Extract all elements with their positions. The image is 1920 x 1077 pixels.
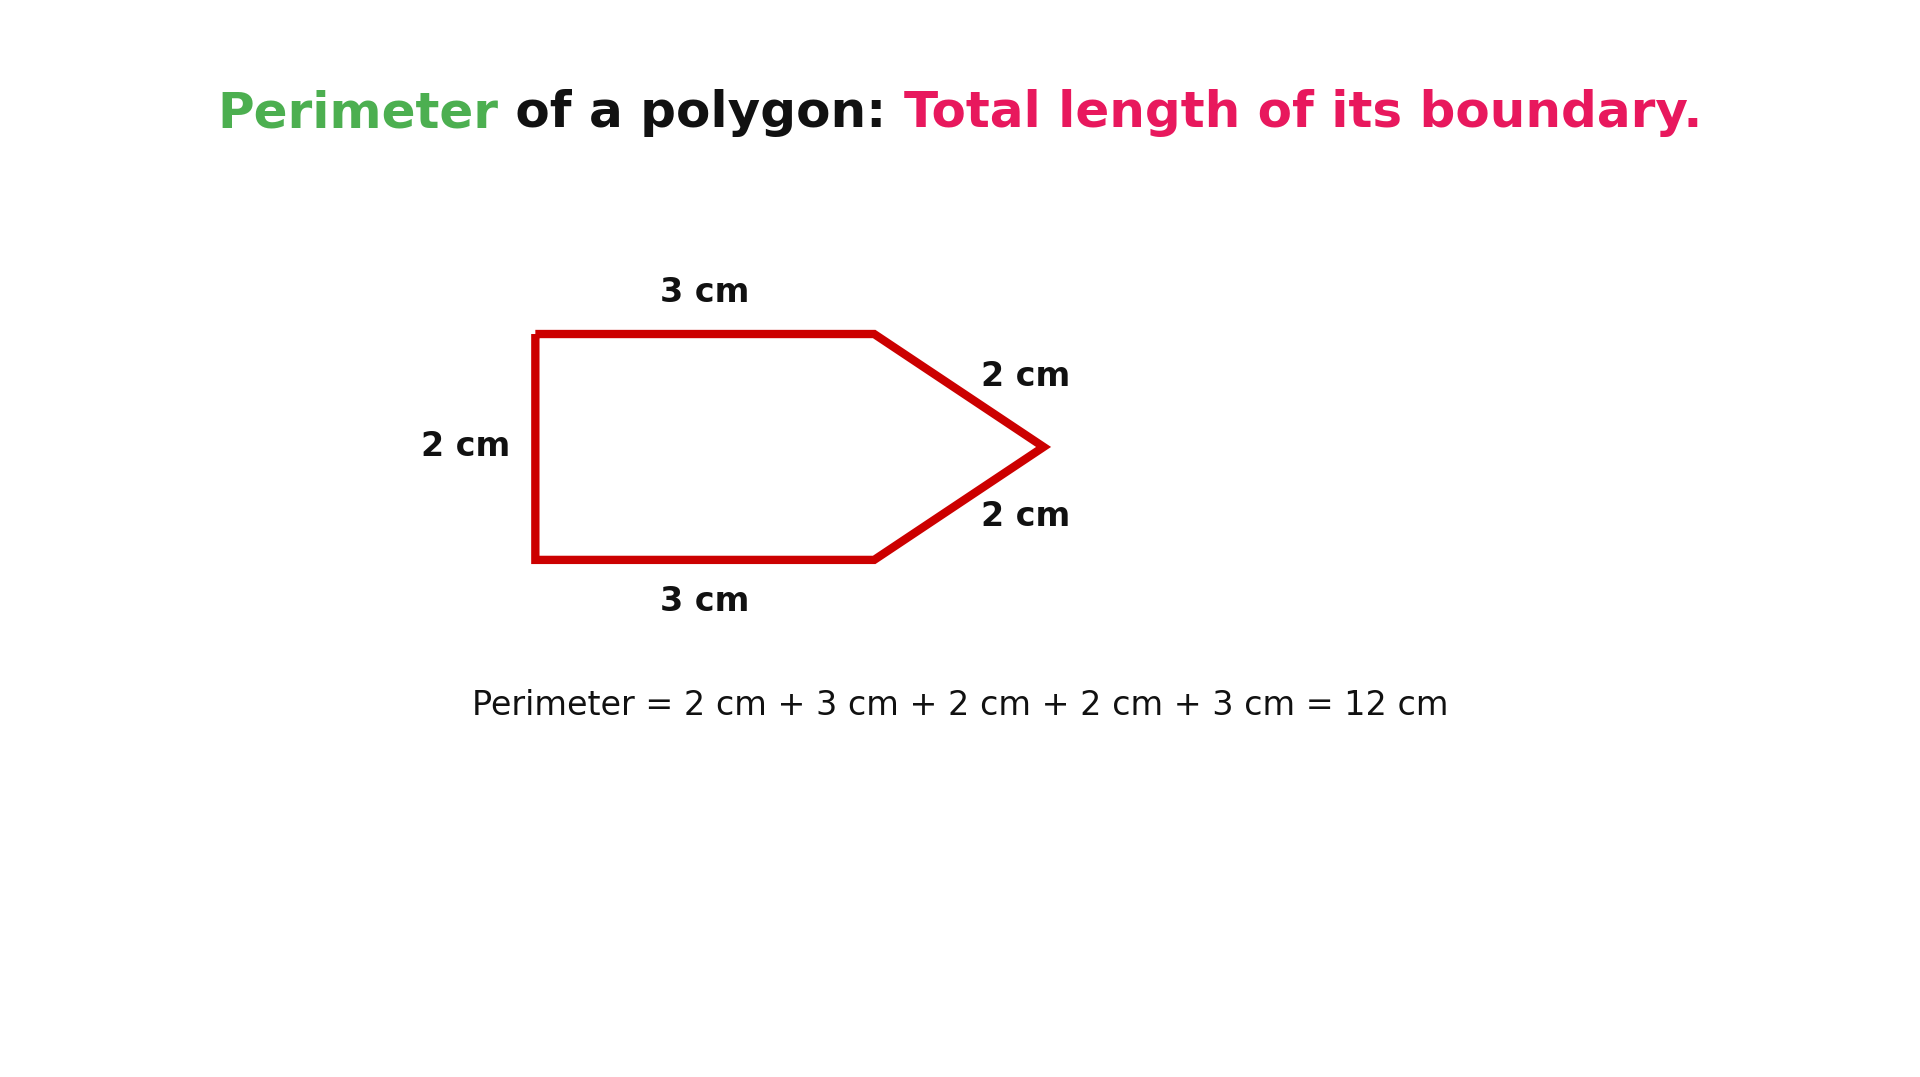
Text: 2 cm: 2 cm	[420, 431, 511, 463]
Text: Perimeter: Perimeter	[217, 89, 499, 137]
Text: Perimeter = 2 cm + 3 cm + 2 cm + 2 cm + 3 cm = 12 cm: Perimeter = 2 cm + 3 cm + 2 cm + 2 cm + …	[472, 689, 1448, 722]
Text: of a polygon:: of a polygon:	[499, 89, 904, 137]
Text: 3 cm: 3 cm	[660, 585, 749, 618]
Text: 3 cm: 3 cm	[660, 276, 749, 309]
Text: Total length of its boundary.: Total length of its boundary.	[904, 89, 1703, 137]
Text: 2 cm: 2 cm	[981, 501, 1071, 533]
Text: 2 cm: 2 cm	[981, 361, 1071, 393]
